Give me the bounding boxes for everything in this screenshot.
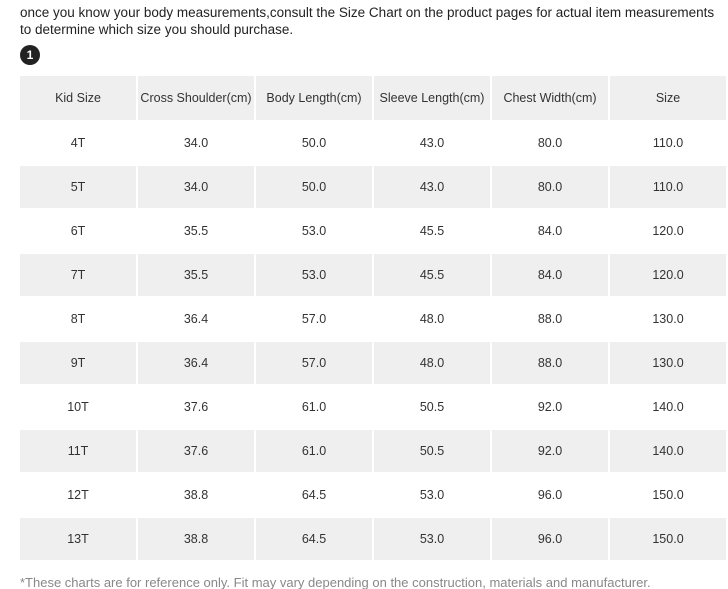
table-row: 5T 34.0 50.0 43.0 80.0 110.0 (20, 166, 726, 208)
header-cell: Chest Width(cm) (492, 76, 608, 120)
table-row: 8T 36.4 57.0 48.0 88.0 130.0 (20, 298, 726, 340)
table-cell: 6T (70, 223, 86, 238)
table-cell: 48.0 (419, 311, 445, 326)
table-cell: 53.0 (374, 518, 490, 560)
header-cell: Sleeve Length(cm) (374, 76, 490, 120)
table-cell: 45.5 (374, 254, 490, 296)
table-row: 10T 37.6 61.0 50.5 92.0 140.0 (20, 386, 726, 428)
table-row: 7T 35.5 53.0 45.5 84.0 120.0 (20, 254, 726, 296)
header-row: Kid Size Cross Shoulder(cm) Body Length(cm… (20, 76, 726, 120)
table-cell: 53.0 (256, 254, 372, 296)
intro-text: once you know your body measurements,con… (20, 5, 715, 20)
table-cell: 5T (20, 166, 136, 208)
table-cell: 36.4 (138, 342, 254, 384)
table-cell: 88.0 (537, 311, 563, 326)
table-cell: 13T (20, 518, 136, 560)
table-cell: 37.6 (138, 430, 254, 472)
table-cell: 34.0 (138, 166, 254, 208)
table-cell: 57.0 (256, 342, 372, 384)
table-cell: 150.0 (610, 518, 726, 560)
table-cell: 150.0 (652, 487, 684, 502)
table-row: 6T 35.5 53.0 45.5 84.0 120.0 (20, 210, 726, 252)
table-cell: 96.0 (492, 518, 608, 560)
table-cell: 38.8 (183, 487, 209, 502)
table-cell: 130.0 (610, 342, 726, 384)
table-cell: 120.0 (610, 254, 726, 296)
table-cell: 64.5 (301, 487, 327, 502)
table-cell: 9T (20, 342, 136, 384)
table-cell: 8T (70, 311, 86, 326)
header-cell: Size (610, 76, 726, 120)
table-cell: 61.0 (301, 399, 327, 414)
table-cell: 35.5 (183, 223, 209, 238)
header-cell: Cross Shoulder(cm) (138, 76, 254, 120)
table-cell: 7T (20, 254, 136, 296)
table-cell: 61.0 (256, 430, 372, 472)
table-cell: 84.0 (492, 254, 608, 296)
table-cell: 88.0 (492, 342, 608, 384)
header-cell: Body Length(cm) (256, 76, 372, 120)
table-cell: 53.0 (419, 487, 445, 502)
table-cell: 12T (67, 487, 89, 502)
table-cell: 10T (67, 399, 89, 414)
table-row: 9T 36.4 57.0 48.0 88.0 130.0 (20, 342, 726, 384)
table-cell: 50.0 (256, 166, 372, 208)
table-cell: 130.0 (652, 311, 684, 326)
table-cell: 34.0 (183, 135, 209, 150)
table-cell: 35.5 (138, 254, 254, 296)
table-cell: 50.5 (374, 430, 490, 472)
table-cell: 37.6 (183, 399, 209, 414)
table-cell: 140.0 (652, 399, 684, 414)
table-cell: 53.0 (301, 223, 327, 238)
table-cell: 50.5 (419, 399, 445, 414)
table-cell: 80.0 (537, 135, 563, 150)
table-cell: 92.0 (537, 399, 563, 414)
table-cell: 36.4 (183, 311, 209, 326)
intro-text: to determine which size you should purch… (20, 22, 294, 37)
table-cell: 50.0 (301, 135, 327, 150)
table-row: 11T 37.6 61.0 50.5 92.0 140.0 (20, 430, 726, 472)
header-cell: Kid Size (20, 76, 136, 120)
table-cell: 80.0 (492, 166, 608, 208)
table-cell: 64.5 (256, 518, 372, 560)
table-cell: 43.0 (374, 166, 490, 208)
table-cell: 110.0 (610, 166, 726, 208)
table-cell: 43.0 (419, 135, 445, 150)
table-cell: 45.5 (419, 223, 445, 238)
table-cell: 11T (20, 430, 136, 472)
table-row: 13T 38.8 64.5 53.0 96.0 150.0 (20, 518, 726, 560)
table-cell: 110.0 (652, 135, 684, 150)
table-cell: 92.0 (492, 430, 608, 472)
table-cell: 38.8 (138, 518, 254, 560)
table-cell: 4T (70, 135, 86, 150)
table-row: 12T 38.8 64.5 53.0 96.0 150.0 (20, 474, 726, 516)
table-cell: 120.0 (652, 223, 684, 238)
table-cell: 96.0 (537, 487, 563, 502)
table-cell: 84.0 (537, 223, 563, 238)
table-row: 4T 34.0 50.0 43.0 80.0 110.0 (20, 122, 726, 164)
footnote: *These charts are for reference only. Fi… (20, 575, 651, 589)
size-table: Kid Size Cross Shoulder(cm) Body Length(cm… (18, 74, 728, 562)
table-cell: 48.0 (374, 342, 490, 384)
table-cell: 57.0 (301, 311, 327, 326)
step-badge: 1 (20, 45, 40, 65)
table-cell: 140.0 (610, 430, 726, 472)
